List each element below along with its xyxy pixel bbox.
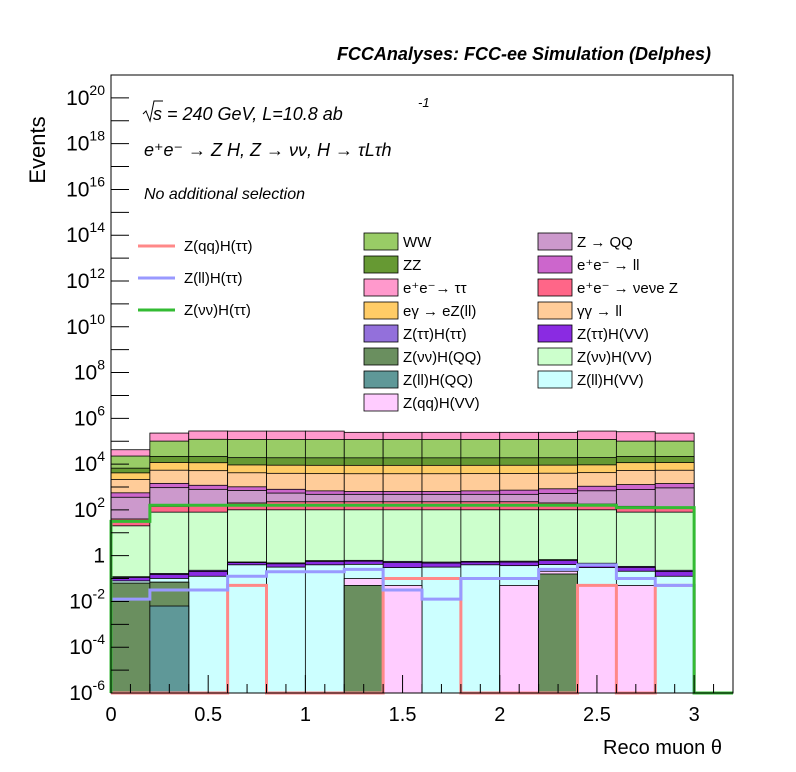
legend-swatch xyxy=(537,324,573,343)
y-tick-label: 1012 xyxy=(66,265,105,293)
legend-swatch xyxy=(363,301,399,320)
legend-line-label: Z(ll)H(ττ) xyxy=(184,270,243,287)
y-tick-label: 108 xyxy=(74,357,105,385)
legend-label: Z(ll)H(QQ) xyxy=(403,372,473,389)
y-tick-label: 1010 xyxy=(66,311,105,339)
legend-swatch xyxy=(537,370,573,389)
y-tick-label: 102 xyxy=(74,494,105,522)
legend-label: Z(qq)H(VV) xyxy=(403,395,480,412)
process-label: e⁺e⁻ → Z H, Z → νν, H → τLτh xyxy=(144,140,392,160)
legend-swatch xyxy=(537,232,573,251)
legend-label: eγ → eZ(ll) xyxy=(403,303,476,320)
x-tick-label: 1 xyxy=(300,704,311,726)
legend-label: e⁺e⁻ → νeνe Z xyxy=(577,280,678,297)
stack-bar xyxy=(654,575,695,694)
y-tick-label: 104 xyxy=(74,448,105,476)
x-tick-label: 0.5 xyxy=(194,704,222,726)
stacked-histograms xyxy=(110,430,695,694)
y-axis-label: Events xyxy=(25,116,50,183)
stack-bar xyxy=(149,605,190,694)
legend-swatch xyxy=(363,278,399,297)
x-axis-label: Reco muon θ xyxy=(603,737,722,759)
axes: 0 0.5 1 1.5 2 2.5 3 10-6 10-4 10-2 1 102 104 106 108 10… xyxy=(66,74,715,726)
y-tick-label: 10-6 xyxy=(69,677,105,705)
stack-series-0 xyxy=(149,605,190,694)
legend-label: Z → QQ xyxy=(577,234,633,251)
selection-label: No additional selection xyxy=(144,186,305,203)
legend-label: e⁺e⁻ → ll xyxy=(577,257,640,274)
stack-bar xyxy=(343,585,384,694)
legend-label: WW xyxy=(403,234,432,251)
legend-swatch xyxy=(363,255,399,274)
legend-label: ZZ xyxy=(403,257,421,274)
stack-bar xyxy=(304,564,345,694)
legend-swatch xyxy=(363,347,399,366)
stack-bar xyxy=(538,573,578,694)
legend-swatch xyxy=(537,347,573,366)
legend-label: Z(ττ)H(VV) xyxy=(577,326,649,343)
stack-bar xyxy=(460,564,501,694)
legend-swatch xyxy=(363,370,399,389)
legend-line-label: Z(qq)H(ττ) xyxy=(184,238,253,255)
y-tick-label: 1016 xyxy=(66,173,105,201)
legend-label: Z(νν)H(VV) xyxy=(577,349,652,366)
line-series-1 xyxy=(109,563,733,695)
y-tick-label: 1 xyxy=(93,545,105,568)
x-tick-label: 0 xyxy=(105,704,116,726)
legend-line-label: Z(νν)H(ττ) xyxy=(184,302,251,319)
stack-bar xyxy=(266,566,306,694)
stack-bar xyxy=(499,585,540,694)
legend-swatch xyxy=(363,393,399,412)
line-series-2 xyxy=(109,503,733,695)
legend-label: Z(νν)H(QQ) xyxy=(403,349,481,366)
stack-bar xyxy=(615,585,656,694)
legend-label: Z(ll)H(VV) xyxy=(577,372,644,389)
sqrt-s-annotation: s = 240 GeV, L=10.8 ab -1 xyxy=(142,95,430,124)
legend-swatch xyxy=(537,278,573,297)
y-tick-label: 10-2 xyxy=(69,585,105,613)
legend-swatch xyxy=(537,301,573,320)
legend-swatch xyxy=(363,324,399,343)
y-tick-label: 1020 xyxy=(66,82,105,110)
lumi-exponent: -1 xyxy=(418,95,430,110)
legend-swatch xyxy=(363,232,399,251)
x-tick-label: 2.5 xyxy=(583,704,611,726)
x-tick-label: 3 xyxy=(689,704,700,726)
legend-label: Z(ττ)H(ττ) xyxy=(403,326,467,343)
energy-lumi-label: s = 240 GeV, L=10.8 ab xyxy=(153,104,343,124)
chart-header: FCCAnalyses: FCC-ee Simulation (Delphes) xyxy=(337,44,711,64)
legend-label: e⁺e⁻→ ττ xyxy=(403,280,467,297)
stack-bar xyxy=(421,566,462,694)
y-tick-label: 106 xyxy=(74,402,105,430)
sqrt-symbol xyxy=(142,100,163,123)
y-tick-label: 1014 xyxy=(66,219,105,247)
y-tick-label: 10-4 xyxy=(69,631,105,659)
legend-label: γγ → ll xyxy=(577,303,622,320)
legend-swatch xyxy=(537,255,573,274)
y-tick-label: 1018 xyxy=(66,128,105,156)
x-tick-label: 2 xyxy=(494,704,505,726)
x-tick-label: 1.5 xyxy=(389,704,417,726)
legend: Z(qq)H(ττ) Z(ll)H(ττ) Z(νν)H(ττ) WW ZZ e⁺e⁻→ … xyxy=(138,232,678,412)
